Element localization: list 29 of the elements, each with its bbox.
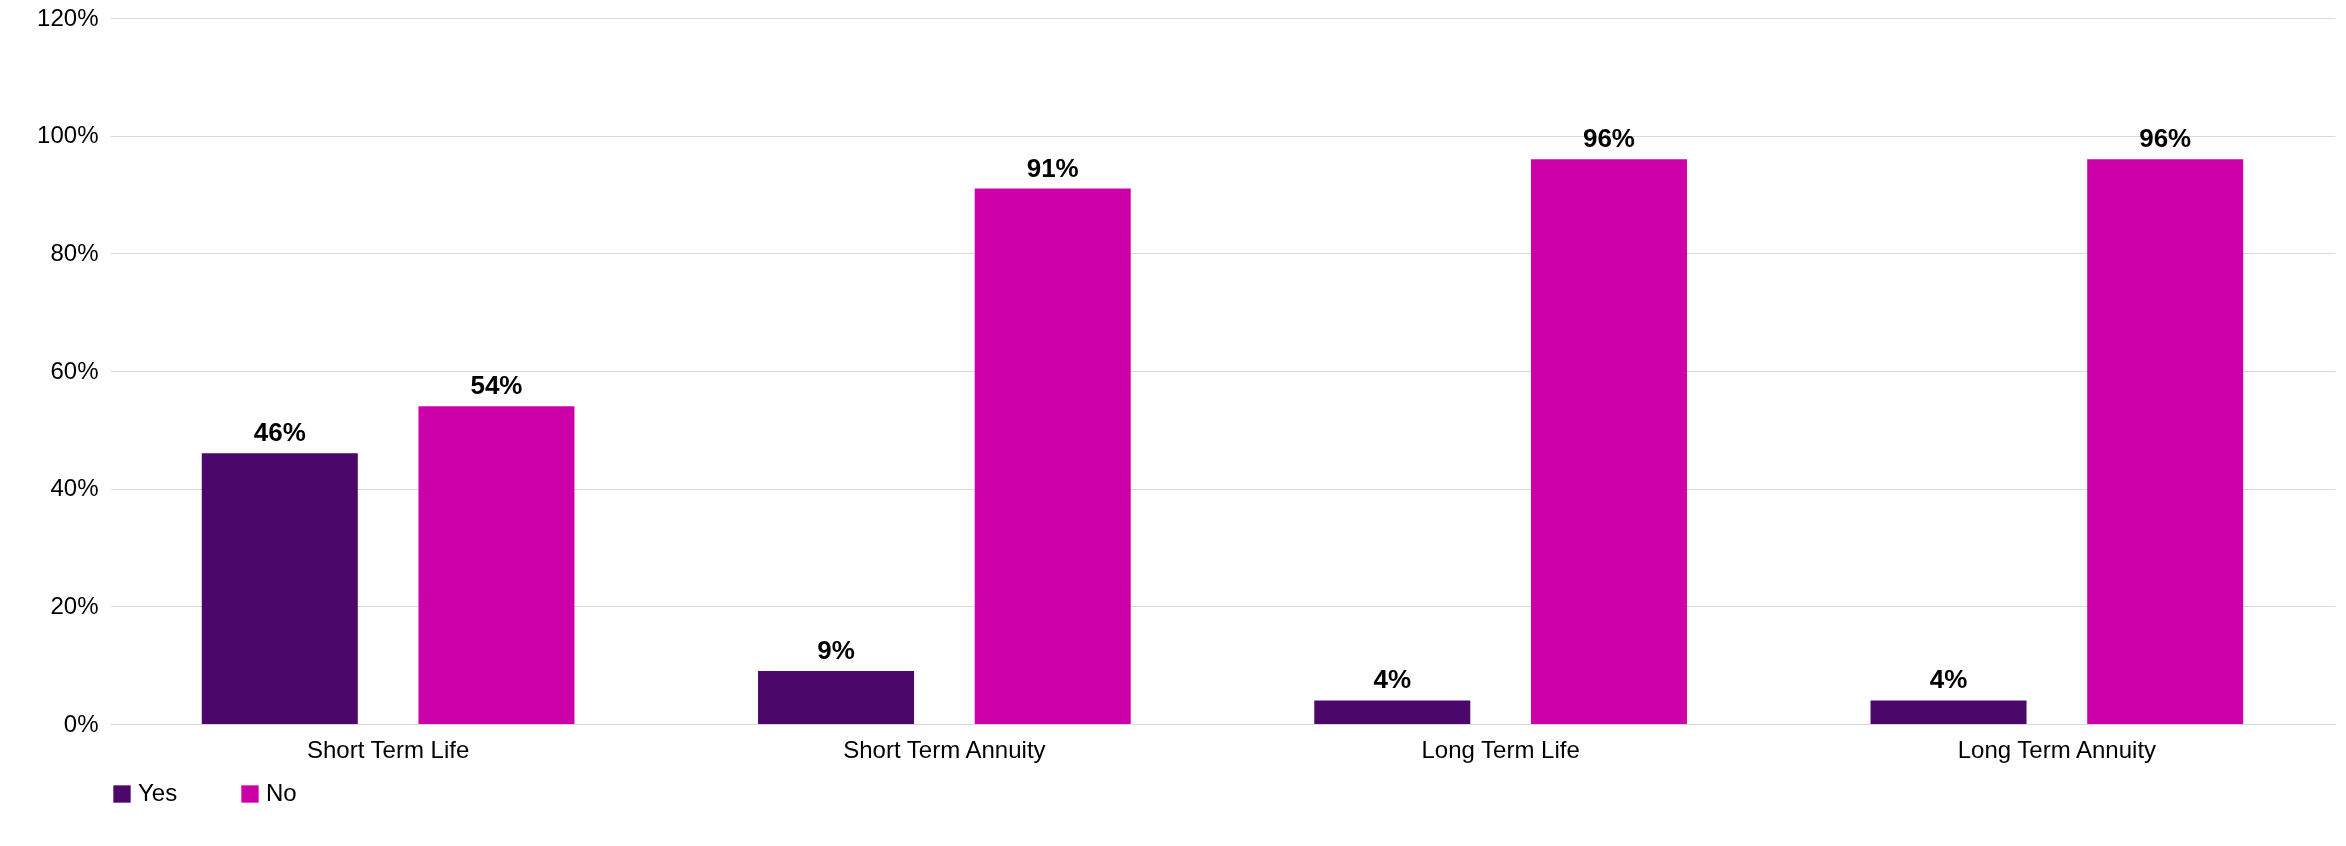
bar — [1314, 700, 1471, 724]
y-tick-label: 60% — [50, 356, 99, 384]
y-tick-label: 0% — [63, 709, 99, 737]
data-label: 4% — [1373, 664, 1412, 695]
data-label: 54% — [470, 370, 523, 401]
x-tick-label: Short Term Annuity — [843, 735, 1046, 763]
x-tick-label: Short Term Life — [306, 735, 470, 763]
bar — [1870, 700, 2027, 724]
y-tick-label: 100% — [37, 121, 99, 149]
data-label: 9% — [817, 635, 855, 666]
data-label: 4% — [1929, 664, 1968, 695]
data-label: 96% — [2139, 123, 2192, 154]
legend-label: No — [266, 779, 297, 806]
data-label: 91% — [1026, 152, 1079, 183]
bar — [1530, 159, 1687, 724]
x-tick-label: Long Term Annuity — [1957, 735, 2157, 763]
y-tick-label: 40% — [50, 474, 99, 502]
y-tick-label: 80% — [50, 238, 99, 266]
bar — [418, 406, 575, 724]
x-tick-label: Long Term Life — [1421, 735, 1580, 763]
bar — [758, 671, 915, 724]
bar — [201, 453, 358, 724]
y-tick-label: 120% — [37, 3, 99, 31]
bar — [2087, 159, 2244, 724]
data-label: 46% — [253, 417, 306, 448]
data-label: 96% — [1582, 123, 1635, 154]
bar — [974, 188, 1131, 724]
legend-label: Yes — [138, 779, 178, 806]
y-tick-label: 20% — [50, 591, 99, 619]
